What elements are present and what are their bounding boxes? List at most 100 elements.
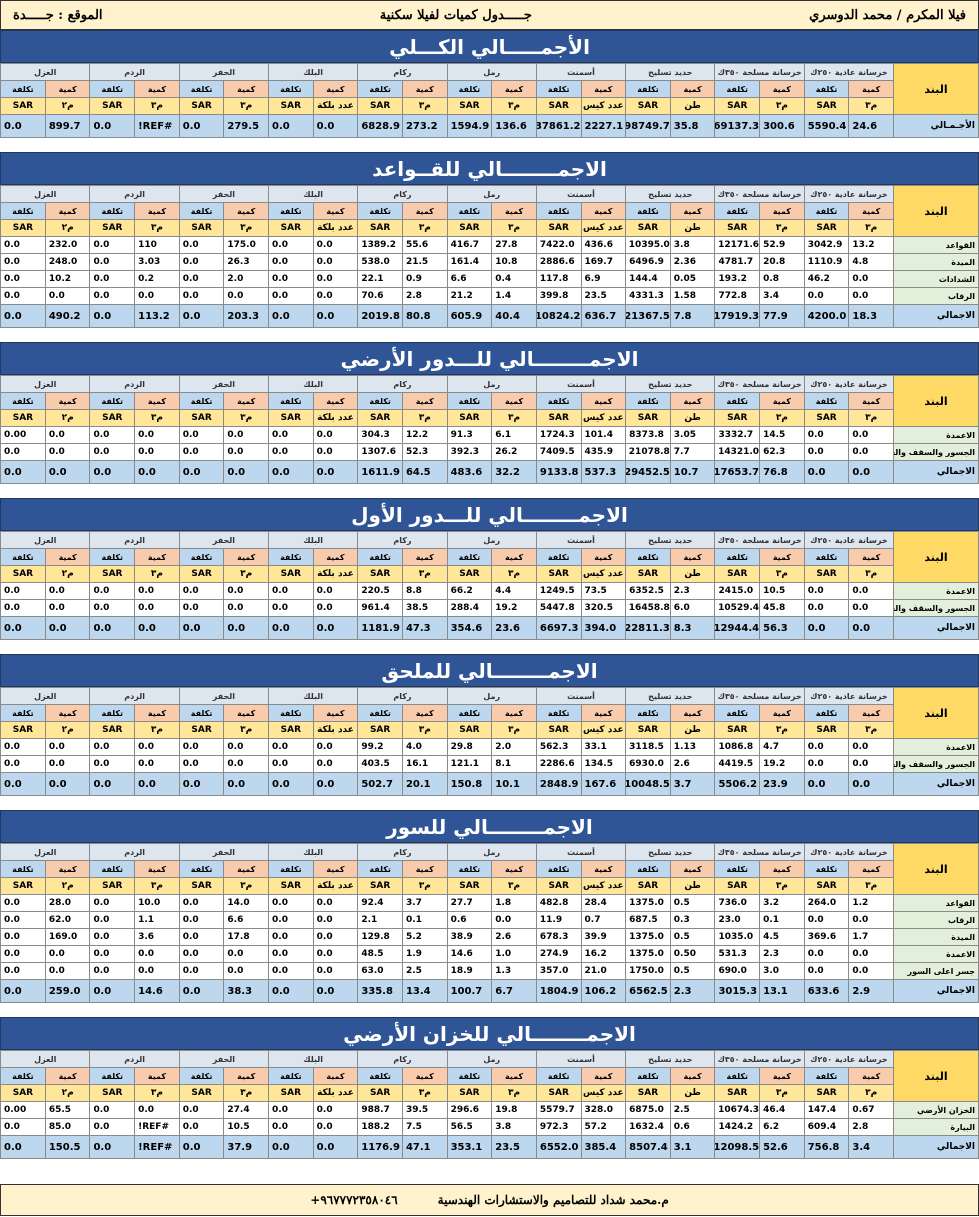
group-header-row: البند خرسانة عادية ٢٥٠ك خرسانة مسلحة ٣٥٠ك ح… [0,1050,979,1102]
cell-value: 0.0 [134,772,180,796]
cell-value: 3.8 [491,1118,537,1136]
cell-value: 2.9 [848,979,894,1003]
section-title: الاجمــــــــالي للخزان الأرضي [0,1017,979,1050]
qty-header: كمية [580,392,627,410]
cell-value: 0.0 [268,114,314,138]
cell-value: 0.0 [0,755,46,773]
group-header: الحفر [178,185,270,203]
cell-value: 0.0 [803,945,850,963]
cell-value: 328.0 [580,1101,627,1119]
cell-value: 6.6 [223,911,270,929]
cell-value: 0.0 [312,114,359,138]
cell-value: 0.0 [223,460,270,484]
item-header: البند [893,531,979,583]
group-header: أسمنت [535,531,627,549]
group-header: الحفر [178,531,270,549]
cost-unit: SAR [268,97,314,115]
cell-value: 0.0 [0,443,46,461]
cost-header: تكلفة [0,548,46,566]
qty-header: كمية [491,548,537,566]
cost-header: تكلفة [535,704,582,722]
cell-value: 6352.5 [625,582,671,600]
cost-unit: SAR [178,219,225,237]
group-header: الردم [89,843,180,861]
cell-value: 1424.2 [714,1118,761,1136]
cost-header: تكلفة [268,1067,314,1085]
cell-value: 0.0 [44,287,91,305]
cell-value: 27.4 [223,1101,270,1119]
cost-header: تكلفة [178,80,225,98]
cell-value: 0.0 [312,911,359,929]
cell-value: 436.6 [580,236,627,254]
cell-value: 0.0 [848,911,894,929]
cell-value: 117.8 [535,270,582,288]
cell-value: 0.0 [803,426,850,444]
cost-unit: SAR [714,721,761,739]
row-label: الاعمدة [893,738,979,756]
cost-unit: SAR [714,1084,761,1102]
cell-value: 136.6 [491,114,537,138]
row-label: الاجمالي [893,616,979,640]
qty-unit: م٣ [134,219,180,237]
cost-header: تكلفة [0,860,46,878]
cell-value: 10.1 [491,772,537,796]
cell-value: 0.0 [848,287,894,305]
cell-value: 2227.1 [580,114,627,138]
cost-unit: SAR [268,409,314,427]
cell-value: 39.9 [580,928,627,946]
group-header: العزل [0,375,91,393]
cost-header: تكلفة [535,860,582,878]
group-header: خرسانة عادية ٢٥٠ك [803,63,895,81]
cost-header: تكلفة [446,392,493,410]
qty-unit: م٣ [759,97,805,115]
cost-header: تكلفة [89,548,136,566]
cell-value: 1389.2 [357,236,403,254]
section: الاجمــــــــالي للملحق البند خرسانة عادية… [0,654,979,796]
data-row: الجسور والسقف والسلالم0.00.019.24419.52.… [0,755,979,773]
cell-value: 100.7 [446,979,493,1003]
cell-value: 0.0 [0,599,46,617]
cost-header: تكلفة [0,202,46,220]
group-header: خرسانة عادية ٢٥٠ك [803,687,895,705]
qty-header: كمية [491,704,537,722]
cell-value: 0.0 [134,1101,180,1119]
row-label: الرقاب [893,287,979,305]
cell-value: 55.6 [401,236,448,254]
cell-value: 259.0 [44,979,91,1003]
cell-value: 972.3 [535,1118,582,1136]
row-label: الاعمدة [893,426,979,444]
cell-value: 531.3 [714,945,761,963]
cost-unit: SAR [535,877,582,895]
qty-unit: م٣ [491,877,537,895]
cell-value: 1176.9 [357,1135,403,1159]
cell-value: 0.0 [178,928,225,946]
cell-value: 169.7 [580,253,627,271]
unit-row: م٣ SAR م٣ SAR طن SAR عدد كيس SAR م٣ SAR م٣ SAR عدد ب… [0,409,979,427]
data-row: الجسور والسقف والسلالم0.00.062.314321.07… [0,443,979,461]
cell-value: 0.0 [312,979,359,1003]
cell-value: 0.0 [268,443,314,461]
cell-value: 0.0 [803,911,850,929]
cell-value: 1.9 [401,945,448,963]
cell-value: 0.0 [312,443,359,461]
qty-unit: م٢ [44,1084,91,1102]
qty-unit: عدد كيس [580,565,627,583]
cell-value: 0.0 [848,755,894,773]
cell-value: 0.0 [312,945,359,963]
cell-value: 0.0 [134,599,180,617]
cost-unit: SAR [625,877,671,895]
qty-header: كمية [401,80,448,98]
cell-value: 0.0 [268,979,314,1003]
cell-value: 687.5 [625,911,671,929]
cost-header: تكلفة [535,202,582,220]
cell-value: 46.2 [803,270,850,288]
cell-value: 0.0 [268,1118,314,1136]
location: الموقع : جـــــدة [13,7,103,23]
cell-value: 1594.9 [446,114,493,138]
cell-value: 0.0 [223,945,270,963]
cost-header: تكلفة [535,548,582,566]
group-header: حديد تسليح [625,1050,716,1068]
cost-unit: SAR [89,1084,136,1102]
cell-value: 8373.8 [625,426,671,444]
cost-header: تكلفة [268,80,314,98]
